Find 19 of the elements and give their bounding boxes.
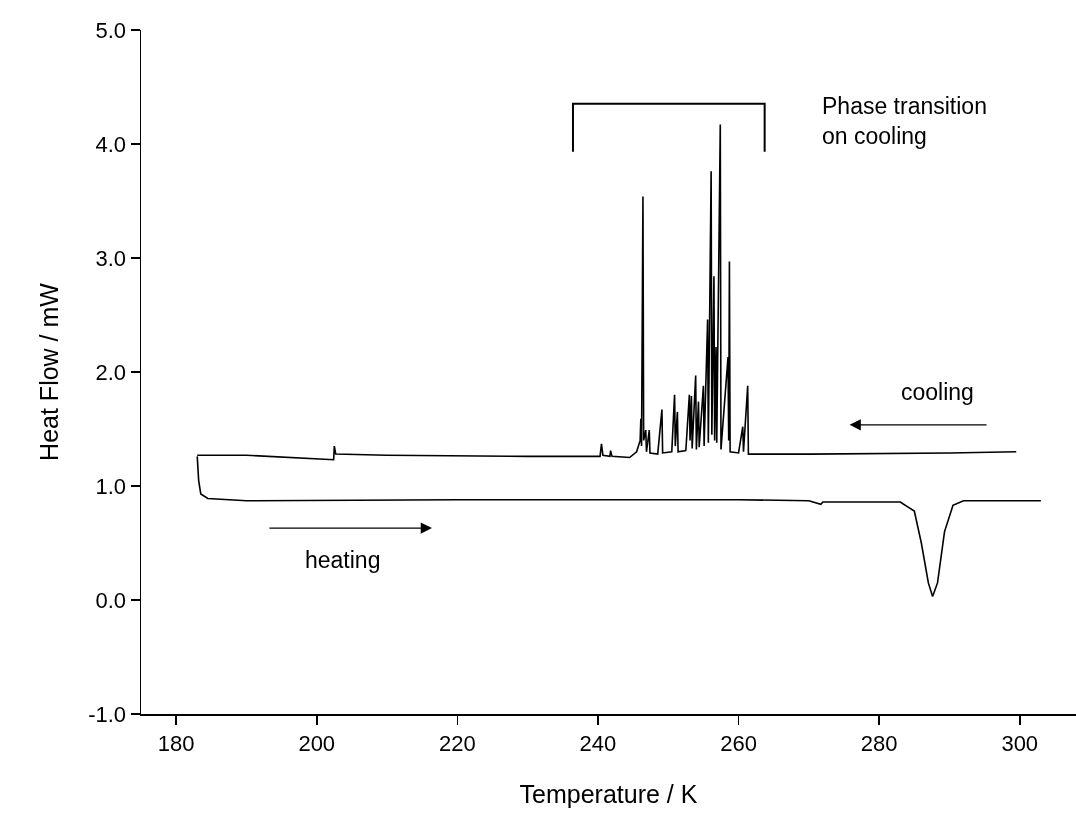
y-tick-label: 5.0 xyxy=(95,17,127,43)
y-tick-label: 2.0 xyxy=(95,359,127,385)
y-tick-label: 3.0 xyxy=(95,245,127,271)
y-tick-label: 0.0 xyxy=(95,587,127,613)
annotation: Phase transition on cooling xyxy=(822,93,987,149)
y-tick-label: 1.0 xyxy=(95,473,127,499)
annotation: cooling xyxy=(901,379,974,405)
x-tick-label: 280 xyxy=(860,730,898,756)
x-tick-label: 240 xyxy=(579,730,617,756)
x-tick-label: 300 xyxy=(1001,730,1039,756)
y-axis-title: Heat Flow / mW xyxy=(35,282,64,461)
y-tick-label: -1.0 xyxy=(88,701,127,727)
x-tick-label: 180 xyxy=(157,730,195,756)
y-tick-label: 4.0 xyxy=(95,131,127,157)
x-tick-label: 200 xyxy=(298,730,336,756)
x-axis-title: Temperature / K xyxy=(519,779,698,808)
annotation: heating xyxy=(305,547,381,573)
x-tick-label: 260 xyxy=(720,730,757,756)
x-tick-label: 220 xyxy=(438,730,476,756)
